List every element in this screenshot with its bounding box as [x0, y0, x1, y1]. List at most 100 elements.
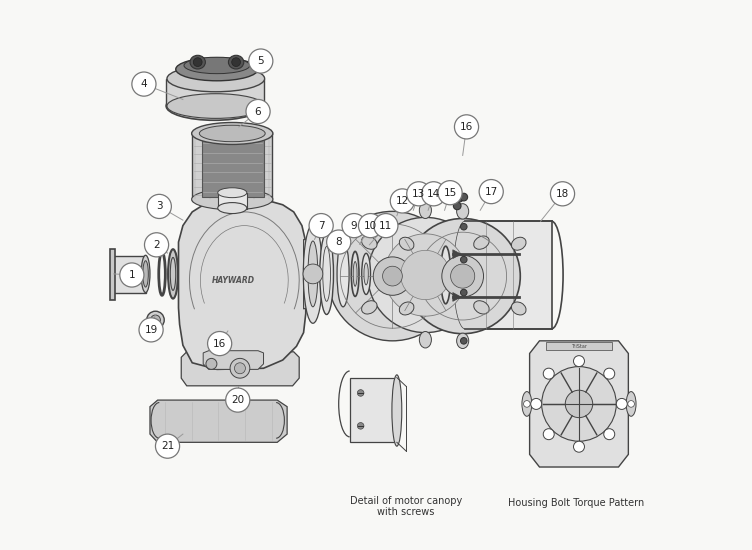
Ellipse shape: [229, 56, 244, 69]
Text: 20: 20: [231, 395, 244, 405]
Circle shape: [232, 58, 241, 67]
Circle shape: [460, 223, 467, 230]
Text: 3: 3: [156, 201, 162, 211]
Circle shape: [574, 441, 584, 452]
Circle shape: [357, 389, 364, 396]
Ellipse shape: [420, 332, 432, 348]
Circle shape: [401, 250, 450, 300]
Circle shape: [604, 428, 614, 439]
Circle shape: [206, 359, 217, 370]
Ellipse shape: [192, 123, 273, 145]
Text: 16: 16: [213, 339, 226, 349]
Circle shape: [303, 264, 323, 284]
Ellipse shape: [184, 57, 250, 74]
Ellipse shape: [337, 241, 349, 307]
Ellipse shape: [190, 56, 205, 69]
Text: 13: 13: [412, 189, 426, 199]
Circle shape: [460, 289, 467, 296]
Polygon shape: [110, 249, 115, 300]
Text: 16: 16: [460, 122, 473, 132]
Text: 6: 6: [255, 107, 262, 117]
Circle shape: [574, 356, 584, 367]
Text: 18: 18: [556, 189, 569, 199]
Polygon shape: [465, 221, 551, 329]
Text: 19: 19: [144, 325, 158, 335]
Polygon shape: [150, 400, 287, 442]
Text: Detail of motor canopy
with screws: Detail of motor canopy with screws: [350, 496, 462, 517]
Ellipse shape: [218, 202, 247, 213]
Ellipse shape: [218, 188, 247, 197]
Circle shape: [460, 193, 468, 201]
Circle shape: [139, 318, 163, 342]
Polygon shape: [178, 197, 306, 370]
Text: 14: 14: [427, 189, 440, 199]
Text: TriStar: TriStar: [571, 344, 587, 349]
Polygon shape: [218, 192, 247, 209]
Ellipse shape: [303, 224, 323, 323]
Circle shape: [543, 368, 554, 379]
Ellipse shape: [167, 65, 265, 92]
Circle shape: [373, 257, 411, 295]
Circle shape: [456, 194, 463, 202]
Ellipse shape: [474, 236, 490, 249]
Polygon shape: [546, 343, 612, 350]
Circle shape: [442, 255, 484, 297]
Ellipse shape: [511, 302, 526, 315]
Circle shape: [150, 315, 160, 325]
Circle shape: [453, 202, 461, 210]
Ellipse shape: [362, 236, 377, 249]
Ellipse shape: [308, 241, 318, 307]
Polygon shape: [113, 256, 146, 293]
Text: Housing Bolt Torque Pattern: Housing Bolt Torque Pattern: [508, 498, 644, 508]
Circle shape: [193, 58, 202, 67]
Polygon shape: [181, 352, 299, 386]
Ellipse shape: [143, 261, 148, 287]
Circle shape: [523, 400, 530, 407]
Ellipse shape: [364, 263, 368, 285]
Circle shape: [235, 363, 245, 374]
Text: 5: 5: [257, 56, 264, 66]
Circle shape: [422, 182, 446, 206]
Circle shape: [368, 217, 483, 333]
Ellipse shape: [176, 58, 258, 81]
Ellipse shape: [362, 301, 377, 314]
Polygon shape: [304, 239, 318, 309]
Circle shape: [309, 213, 333, 238]
Text: 8: 8: [335, 237, 342, 247]
Ellipse shape: [474, 301, 490, 314]
Ellipse shape: [441, 246, 450, 304]
Circle shape: [359, 213, 383, 238]
Circle shape: [156, 434, 180, 458]
Circle shape: [326, 230, 350, 254]
Ellipse shape: [168, 249, 178, 299]
Circle shape: [342, 213, 366, 238]
Text: 4: 4: [141, 79, 147, 89]
Circle shape: [147, 311, 164, 329]
Circle shape: [541, 367, 617, 441]
Polygon shape: [453, 250, 461, 258]
Ellipse shape: [351, 251, 359, 296]
Text: 1: 1: [129, 270, 135, 280]
Circle shape: [479, 179, 503, 204]
Circle shape: [450, 264, 475, 288]
Text: 15: 15: [444, 188, 456, 197]
Ellipse shape: [174, 96, 254, 117]
Circle shape: [230, 359, 250, 378]
Circle shape: [550, 182, 575, 206]
Ellipse shape: [362, 254, 371, 294]
Circle shape: [328, 211, 457, 341]
Circle shape: [249, 49, 273, 73]
Text: 9: 9: [350, 221, 357, 230]
Ellipse shape: [353, 262, 357, 286]
Ellipse shape: [420, 202, 432, 218]
Text: 21: 21: [161, 441, 174, 451]
Circle shape: [531, 398, 541, 409]
Text: 11: 11: [379, 221, 393, 230]
Circle shape: [566, 390, 593, 417]
Circle shape: [617, 398, 627, 409]
Circle shape: [246, 100, 270, 124]
Circle shape: [460, 256, 467, 263]
Ellipse shape: [199, 125, 265, 142]
Circle shape: [144, 233, 168, 257]
Circle shape: [454, 115, 478, 139]
